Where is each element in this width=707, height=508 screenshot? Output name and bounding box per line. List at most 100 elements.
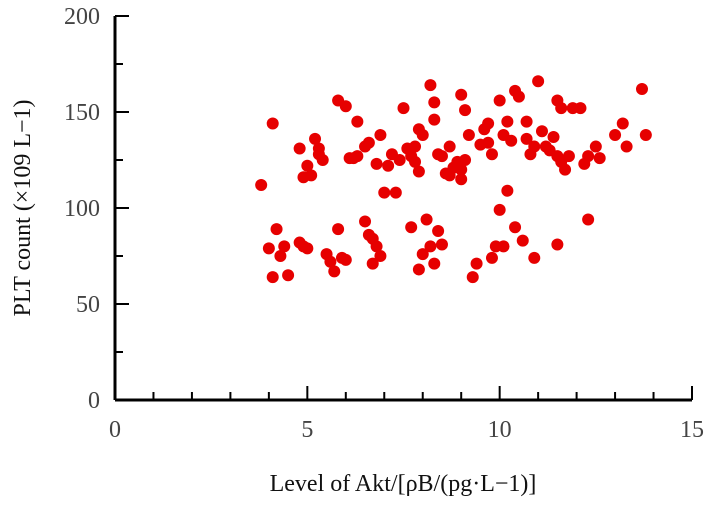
x-tick-label: 0: [109, 417, 121, 443]
data-point: [485, 251, 498, 264]
data-point: [378, 186, 391, 199]
data-point: [470, 257, 483, 270]
y-tick-label: 0: [88, 388, 100, 414]
data-point: [416, 248, 429, 261]
data-point: [516, 234, 529, 247]
data-point: [455, 163, 468, 176]
data-point: [455, 88, 468, 101]
data-point: [482, 136, 495, 149]
data-point: [520, 132, 533, 145]
data-point: [582, 150, 595, 163]
data-point: [278, 240, 291, 253]
data-point: [374, 250, 387, 262]
y-tick-label: 200: [64, 4, 100, 30]
data-point: [362, 136, 375, 149]
data-point: [301, 242, 314, 255]
data-point: [412, 165, 425, 178]
data-point: [535, 125, 548, 138]
data-point: [351, 150, 364, 163]
ticks-layer: [114, 15, 693, 401]
y-tick-label: 100: [64, 196, 100, 222]
data-point: [266, 271, 279, 284]
data-point: [589, 140, 602, 153]
data-point: [551, 238, 564, 251]
data-point: [520, 115, 533, 128]
data-point: [393, 154, 406, 166]
data-point: [420, 213, 433, 226]
data-point: [301, 159, 314, 172]
data-point: [459, 104, 472, 117]
data-point: [455, 173, 468, 186]
data-point: [462, 129, 475, 142]
data-point: [512, 90, 525, 103]
data-point: [559, 163, 572, 176]
data-point: [497, 240, 510, 253]
x-tick-label: 10: [488, 417, 512, 443]
data-point: [459, 154, 472, 166]
data-point: [620, 140, 633, 153]
data-point: [389, 186, 402, 199]
data-point: [409, 140, 422, 153]
x-axis-label: Level of Akt/[ρB/(pg·L−1)]: [270, 471, 537, 497]
data-point: [593, 152, 606, 165]
data-point: [324, 255, 337, 268]
data-point: [405, 221, 418, 234]
y-tick-label: 150: [64, 100, 100, 126]
y-axis-label: PLT count (×109 L−1): [10, 99, 36, 316]
data-point: [266, 117, 279, 130]
data-point: [547, 130, 560, 143]
data-point: [428, 96, 441, 109]
data-point: [528, 251, 541, 264]
data-point: [339, 253, 352, 266]
data-point: [509, 221, 522, 234]
data-point: [409, 155, 422, 168]
data-point: [412, 263, 425, 276]
data-point: [328, 265, 341, 278]
data-point: [359, 215, 372, 228]
data-point: [482, 117, 495, 130]
data-point: [635, 82, 648, 95]
data-point: [382, 159, 395, 172]
data-point: [616, 117, 629, 130]
x-tick-label: 15: [680, 417, 704, 443]
data-point: [270, 223, 283, 236]
data-point: [397, 102, 410, 115]
data-point: [493, 203, 506, 216]
data-point: [505, 134, 518, 147]
data-point: [370, 157, 383, 170]
data-point: [332, 223, 345, 236]
data-point: [370, 240, 383, 253]
data-point: [501, 115, 514, 128]
data-point: [501, 184, 514, 197]
y-tick-label: 50: [76, 292, 100, 318]
data-point: [466, 271, 479, 284]
data-point: [435, 150, 448, 163]
data-point: [424, 79, 437, 92]
data-point: [639, 129, 652, 142]
data-point: [443, 140, 456, 153]
data-point: [255, 178, 268, 191]
data-point: [282, 269, 295, 282]
data-point: [609, 129, 622, 142]
data-point: [435, 238, 448, 251]
data-point: [274, 250, 287, 262]
data-point: [293, 142, 306, 155]
data-point: [528, 140, 541, 153]
data-point: [532, 75, 545, 88]
data-point: [351, 115, 364, 128]
data-point: [574, 102, 587, 115]
data-point: [262, 242, 275, 255]
data-point: [582, 213, 595, 226]
data-point: [309, 132, 322, 145]
data-point: [555, 102, 568, 115]
x-tick-label: 5: [301, 417, 313, 443]
data-point: [432, 225, 445, 238]
data-point: [374, 129, 387, 142]
data-point: [312, 148, 325, 161]
data-point: [424, 240, 437, 253]
points-layer: [255, 75, 652, 284]
data-point: [416, 129, 429, 142]
data-point: [339, 100, 352, 113]
